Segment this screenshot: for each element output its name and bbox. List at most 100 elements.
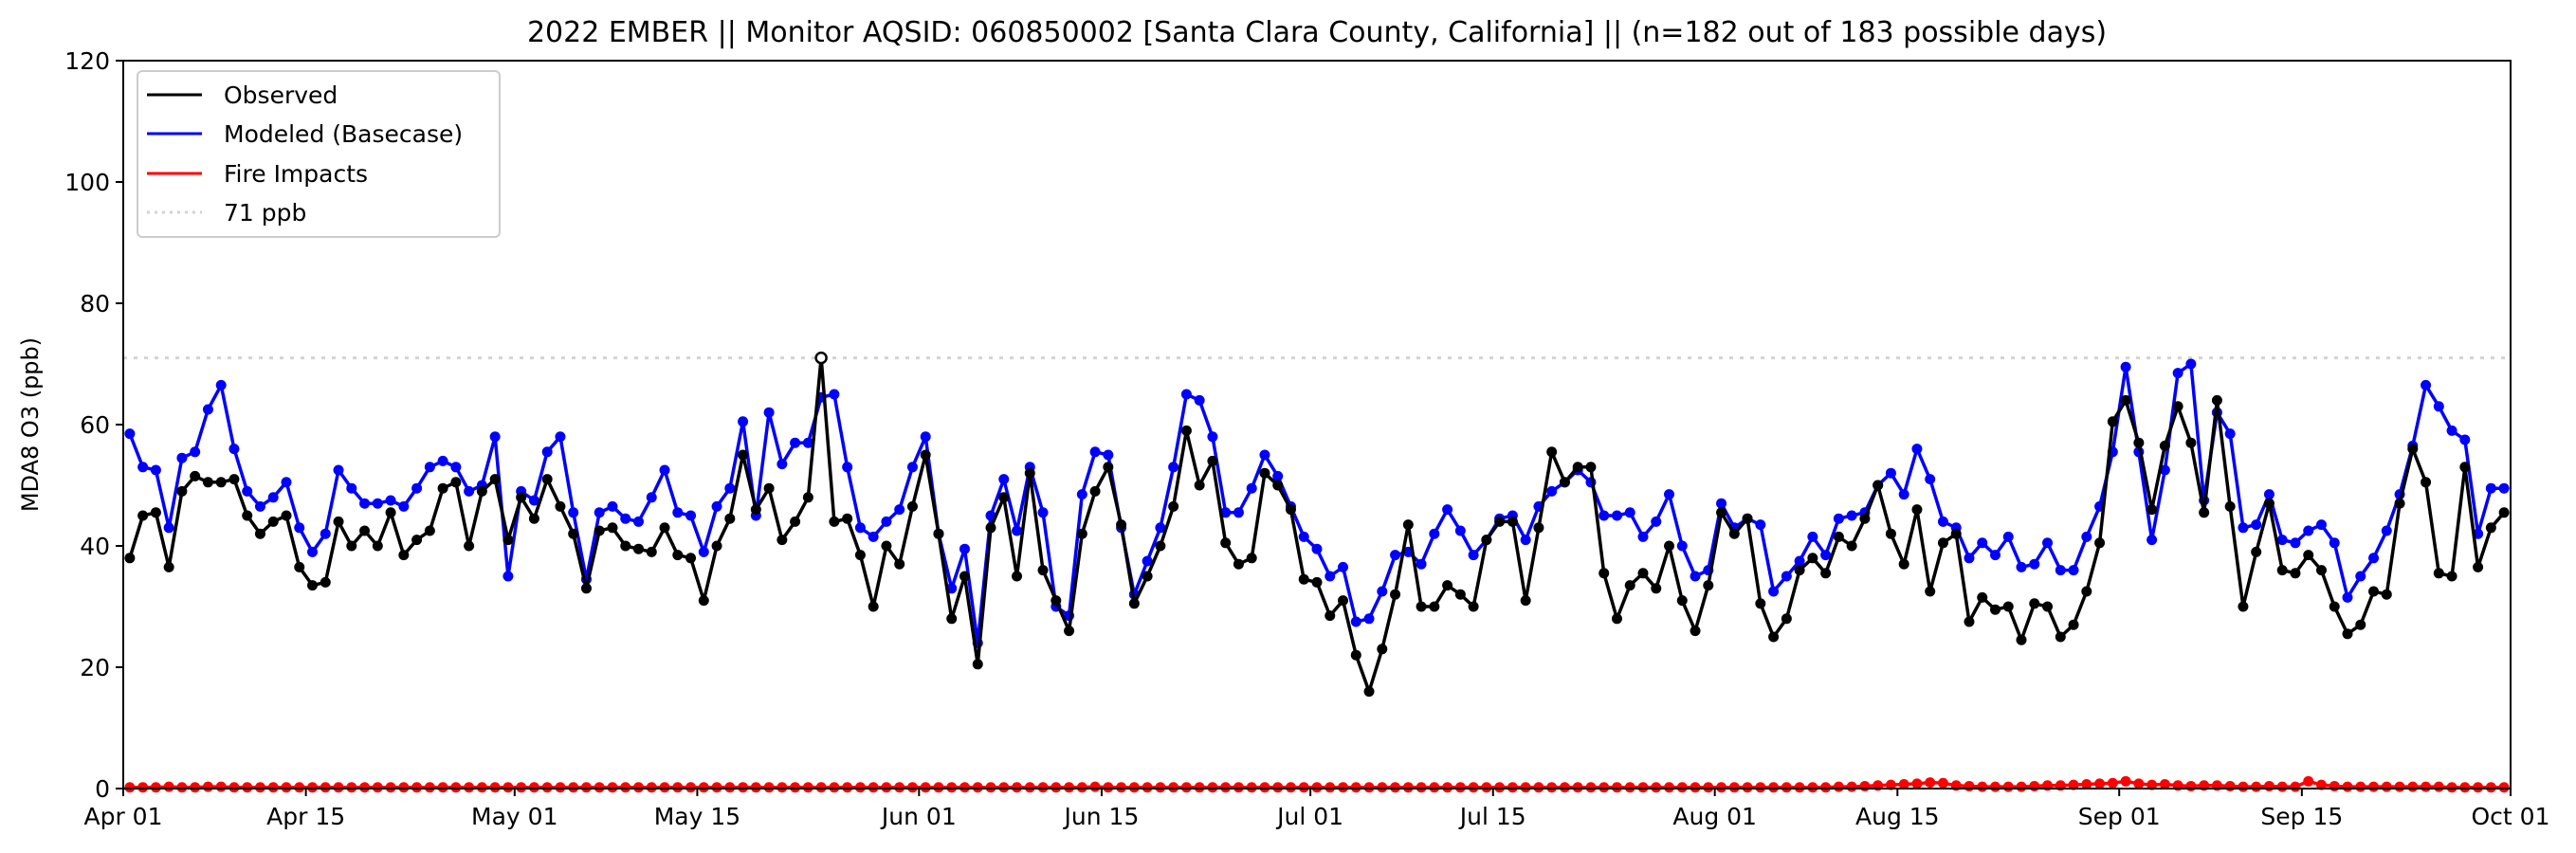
data-point-modeled-basecase	[646, 492, 657, 503]
data-point-fire-impacts	[607, 782, 618, 793]
data-point-fire-impacts	[2290, 781, 2301, 792]
data-point-observed	[1076, 528, 1087, 539]
data-point-fire-impacts	[398, 782, 410, 793]
data-point-fire-impacts	[2498, 782, 2510, 793]
data-point-modeled-basecase	[2055, 565, 2066, 576]
data-point-observed	[1599, 568, 1610, 579]
data-point-observed	[1794, 565, 1805, 576]
data-point-modeled-basecase	[1416, 558, 1427, 570]
data-point-observed	[2263, 498, 2275, 509]
data-point-modeled-basecase	[1624, 507, 1635, 518]
data-point-observed	[1546, 446, 1558, 458]
data-point-fire-impacts	[2133, 778, 2145, 789]
data-point-observed	[489, 474, 501, 485]
data-point-modeled-basecase	[333, 464, 344, 476]
data-point-observed	[802, 492, 813, 503]
data-point-observed	[307, 580, 319, 591]
data-point-fire-impacts	[1116, 782, 1127, 793]
data-point-observed	[1103, 462, 1114, 473]
data-point-observed	[1911, 504, 1923, 516]
data-point-modeled-basecase	[1690, 571, 1701, 582]
data-point-modeled-basecase	[254, 500, 265, 512]
data-point-fire-impacts	[2159, 779, 2170, 790]
data-point-modeled-basecase	[2068, 565, 2079, 576]
data-point-fire-impacts	[1768, 782, 1780, 793]
data-point-modeled-basecase	[2459, 434, 2471, 445]
data-point-modeled-basecase	[2421, 379, 2432, 390]
data-point-fire-impacts	[2303, 775, 2314, 787]
data-point-modeled-basecase	[842, 462, 853, 473]
data-point-observed	[294, 561, 305, 572]
data-point-observed	[998, 492, 1010, 503]
data-point-fire-impacts	[1820, 782, 1832, 793]
data-point-modeled-basecase	[1664, 489, 1675, 500]
data-point-observed	[254, 528, 265, 539]
data-point-modeled-basecase	[920, 431, 931, 443]
data-point-modeled-basecase	[2315, 519, 2327, 531]
data-point-observed	[1781, 613, 1792, 625]
data-point-observed	[568, 528, 579, 539]
data-point-modeled-basecase	[1768, 586, 1780, 597]
data-point-fire-impacts	[2407, 781, 2419, 792]
data-point-modeled-basecase	[437, 455, 448, 466]
data-point-modeled-basecase	[607, 500, 618, 512]
data-point-observed	[1690, 626, 1701, 637]
data-point-observed	[1585, 462, 1597, 473]
data-point-observed	[2290, 568, 2301, 579]
data-point-modeled-basecase	[2029, 558, 2040, 570]
data-point-observed	[2224, 500, 2236, 512]
data-point-observed	[1833, 531, 1844, 542]
x-tick-label: Apr 15	[266, 803, 345, 830]
data-point-observed	[2120, 394, 2131, 406]
data-point-fire-impacts	[685, 782, 697, 793]
data-point-fire-impacts	[476, 782, 487, 793]
data-point-modeled-basecase	[2381, 525, 2392, 536]
data-point-modeled-basecase	[2355, 571, 2366, 582]
data-point-fire-impacts	[1925, 777, 1936, 789]
data-point-fire-impacts	[998, 782, 1010, 793]
data-point-fire-impacts	[633, 782, 645, 793]
data-point-fire-impacts	[1233, 782, 1244, 793]
data-point-modeled-basecase	[1781, 571, 1792, 582]
data-point-fire-impacts	[1716, 782, 1727, 793]
data-point-observed	[1807, 553, 1818, 564]
data-point-fire-impacts	[568, 782, 579, 793]
data-point-fire-impacts	[1402, 782, 1414, 793]
data-point-observed	[2211, 394, 2222, 406]
data-point-fire-impacts	[1624, 782, 1635, 793]
data-point-modeled-basecase	[1429, 528, 1440, 539]
data-point-modeled-basecase	[502, 571, 514, 582]
data-point-modeled-basecase	[1989, 550, 2001, 561]
data-point-modeled-basecase	[829, 389, 840, 400]
data-point-observed	[1180, 425, 1192, 436]
x-tick-label: Aug 01	[1672, 803, 1757, 830]
data-point-modeled-basecase	[1637, 531, 1649, 542]
data-point-modeled-basecase	[307, 546, 319, 557]
data-point-fire-impacts	[254, 782, 265, 793]
x-tick-label: Oct 01	[2472, 803, 2550, 830]
data-point-observed	[1755, 598, 1766, 609]
data-point-observed	[1898, 558, 1909, 570]
data-point-modeled-basecase	[2147, 535, 2158, 546]
data-point-fire-impacts	[2433, 781, 2444, 792]
data-point-fire-impacts	[1220, 782, 1232, 793]
data-point-fire-impacts	[1520, 782, 1531, 793]
data-point-observed	[1050, 595, 1062, 607]
data-point-observed	[1572, 462, 1583, 473]
data-point-observed	[2446, 571, 2457, 582]
data-point-fire-impacts	[829, 782, 840, 793]
data-point-fire-impacts	[176, 782, 188, 793]
data-point-observed	[2002, 601, 2014, 612]
data-point-modeled-basecase	[1298, 531, 1309, 542]
data-point-modeled-basecase	[242, 485, 253, 497]
legend-label-threshold: 71 ppb	[224, 199, 306, 227]
data-point-fire-impacts	[1089, 781, 1101, 792]
data-point-observed	[2133, 437, 2145, 448]
data-point-observed	[385, 507, 396, 518]
data-point-observed	[829, 516, 840, 527]
data-point-fire-impacts	[972, 782, 983, 793]
data-point-observed	[790, 516, 801, 527]
data-point-fire-impacts	[842, 782, 853, 793]
data-point-fire-impacts	[2459, 782, 2471, 793]
data-point-fire-impacts	[933, 782, 944, 793]
